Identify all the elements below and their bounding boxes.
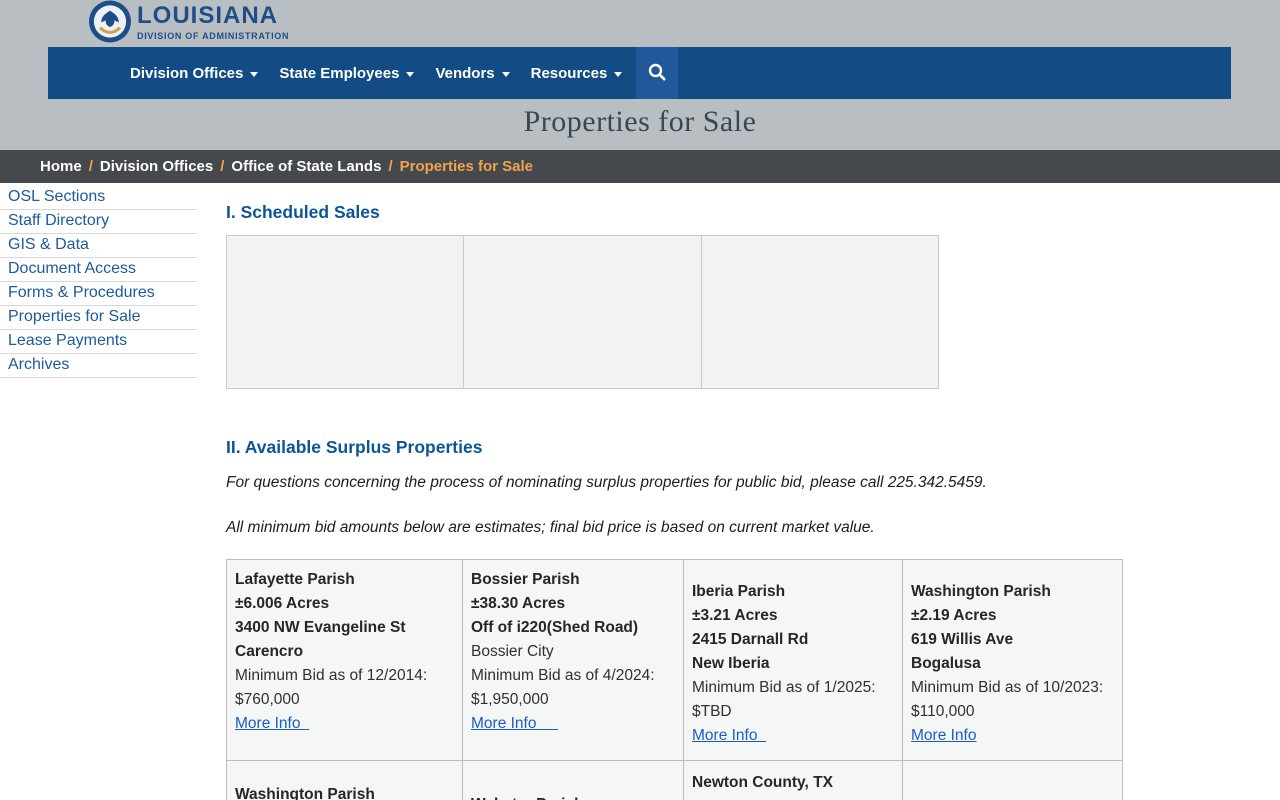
site-header: LOUISIANA DIVISION OF ADMINISTRATION Div… bbox=[0, 0, 1280, 150]
sidebar-item: Document Access bbox=[0, 258, 196, 282]
breadcrumb-separator: / bbox=[220, 158, 225, 175]
surplus-note-estimates: All minimum bid amounts below are estima… bbox=[226, 519, 875, 536]
property-line: $110,000 bbox=[911, 703, 975, 720]
property-cell: Webster Parish bbox=[462, 760, 684, 800]
more-info-link[interactable]: More Info bbox=[692, 727, 767, 744]
louisiana-logo: LOUISIANA DIVISION OF ADMINISTRATION bbox=[88, 0, 289, 44]
main-content: I. Scheduled Sales II. Available Surplus… bbox=[225, 183, 1123, 800]
sidebar-item-document-access[interactable]: Document Access bbox=[8, 260, 137, 277]
page-title: Properties for Sale bbox=[523, 105, 757, 138]
brand-name: LOUISIANA bbox=[137, 1, 278, 29]
property-line: Minimum Bid as of 12/2014: bbox=[235, 667, 428, 684]
sidebar-item-lease-payments[interactable]: Lease Payments bbox=[8, 332, 128, 349]
property-line: Minimum Bid as of 1/2025: bbox=[692, 679, 876, 696]
scheduled-sales-heading: I. Scheduled Sales bbox=[226, 202, 380, 222]
main-navbar: Division Offices State Employees Vendors… bbox=[48, 47, 1231, 99]
property-line: Washington Parish bbox=[235, 786, 375, 800]
property-line: ±3.21 Acres bbox=[692, 607, 778, 624]
property-line: $1,950,000 bbox=[471, 691, 549, 708]
nav-item-label: Vendors bbox=[435, 64, 495, 82]
property-line: Bossier City bbox=[471, 643, 554, 660]
property-line: 2415 Darnall Rd bbox=[692, 631, 809, 648]
sidebar-item-staff-directory[interactable]: Staff Directory bbox=[8, 212, 110, 229]
scheduled-sales-cell bbox=[700, 235, 940, 389]
breadcrumb-current: Properties for Sale bbox=[399, 158, 533, 175]
property-cell: Iberia Parish ±3.21 Acres 2415 Darnall Rd N… bbox=[683, 559, 903, 761]
chevron-down-icon bbox=[406, 71, 415, 77]
sidebar-item-forms-procedures[interactable]: Forms & Procedures bbox=[8, 284, 155, 301]
scheduled-sales-cell bbox=[225, 235, 465, 389]
sidebar-item: OSL Sections bbox=[0, 186, 196, 210]
nav-item-division-offices[interactable]: Division Offices bbox=[130, 64, 259, 82]
breadcrumb-link-home[interactable]: Home bbox=[40, 158, 82, 175]
property-line: Newton County, TX bbox=[692, 774, 833, 791]
content-area: OSL Sections Staff Directory GIS & Data … bbox=[0, 183, 1280, 800]
nav-item-resources[interactable]: Resources bbox=[531, 65, 623, 82]
property-line: New Iberia bbox=[692, 655, 770, 672]
brand-text: LOUISIANA DIVISION OF ADMINISTRATION bbox=[137, 1, 290, 41]
sidebar-item: Properties for Sale bbox=[0, 306, 196, 330]
chevron-down-icon bbox=[250, 71, 259, 77]
property-line: Minimum Bid as of 4/2024: bbox=[471, 667, 655, 684]
sidebar-item: Archives bbox=[0, 354, 196, 378]
property-line: 3400 NW Evangeline St bbox=[235, 619, 406, 636]
more-info-link[interactable]: More Info bbox=[235, 715, 310, 732]
nav-item-label: Division Offices bbox=[130, 64, 244, 82]
property-cell: Washington Parish ±2.19 Acres 619 Willis A… bbox=[902, 559, 1123, 761]
nav-item-state-employees[interactable]: State Employees bbox=[279, 64, 415, 82]
property-line: Off of i220(Shed Road) bbox=[471, 619, 639, 636]
chevron-down-icon bbox=[614, 71, 623, 77]
surplus-properties-heading: II. Available Surplus Properties bbox=[226, 437, 483, 457]
property-line: Bossier Parish bbox=[471, 571, 580, 588]
nav-item-vendors[interactable]: Vendors bbox=[435, 64, 510, 82]
nav-item-label: State Employees bbox=[279, 64, 400, 82]
property-line: Webster Parish bbox=[471, 793, 673, 800]
breadcrumb-link-office-of-state-lands[interactable]: Office of State Lands bbox=[231, 158, 382, 175]
scheduled-sales-cell bbox=[463, 235, 702, 389]
sidebar-item: GIS & Data bbox=[0, 234, 196, 258]
nav-item-label: Resources bbox=[530, 64, 608, 82]
property-line: $TBD bbox=[692, 703, 732, 720]
sidebar-item: Staff Directory bbox=[0, 210, 196, 234]
breadcrumb-separator: / bbox=[388, 158, 393, 175]
chevron-down-icon bbox=[501, 71, 510, 77]
sidebar-item: Lease Payments bbox=[0, 330, 196, 354]
surplus-note-contact: For questions concerning the process of … bbox=[226, 474, 987, 491]
scheduled-sales-table bbox=[225, 235, 940, 389]
property-line: $760,000 bbox=[235, 691, 300, 708]
property-line: Minimum Bid as of 10/2023: bbox=[911, 679, 1104, 696]
property-line: Washington Parish bbox=[911, 583, 1051, 600]
property-line: Bogalusa bbox=[911, 655, 981, 672]
sidebar-item-gis-data[interactable]: GIS & Data bbox=[8, 236, 89, 253]
search-icon bbox=[647, 62, 667, 85]
sidebar-item-osl-sections[interactable]: OSL Sections bbox=[8, 188, 106, 205]
state-seal-icon bbox=[88, 0, 132, 43]
property-cell bbox=[902, 760, 1123, 800]
property-cell: Washington Parish bbox=[226, 760, 463, 800]
breadcrumb-link-division-offices[interactable]: Division Offices bbox=[99, 158, 214, 175]
brand-subtitle: DIVISION OF ADMINISTRATION bbox=[137, 30, 290, 41]
breadcrumb-separator: / bbox=[88, 158, 93, 175]
sidebar-item-archives[interactable]: Archives bbox=[8, 356, 70, 373]
more-info-link[interactable]: More Info bbox=[471, 715, 559, 732]
property-cell: Lafayette Parish ±6.006 Acres 3400 NW Evan… bbox=[226, 559, 463, 761]
sidebar-item: Forms & Procedures bbox=[0, 282, 196, 306]
property-line: ±38.30 Acres bbox=[471, 595, 566, 612]
surplus-properties-table: Lafayette Parish ±6.006 Acres 3400 NW Evan… bbox=[226, 559, 1123, 800]
property-line: ±2.19 Acres bbox=[911, 607, 997, 624]
property-line: ±196 Acres bbox=[692, 795, 892, 800]
property-line: 619 Willis Ave bbox=[911, 631, 1014, 648]
property-line: Lafayette Parish bbox=[235, 571, 355, 588]
property-cell: Newton County, TX ±196 Acres bbox=[683, 760, 903, 800]
sidebar-item-properties-for-sale[interactable]: Properties for Sale bbox=[8, 308, 141, 325]
property-cell: Bossier Parish ±38.30 Acres Off of i220(Sh… bbox=[462, 559, 684, 761]
search-button[interactable] bbox=[636, 47, 679, 99]
property-line: ±6.006 Acres bbox=[235, 595, 330, 612]
more-info-link[interactable]: More Info bbox=[911, 727, 977, 744]
breadcrumb: Home / Division Offices / Office of Stat… bbox=[0, 150, 1280, 183]
property-line: Iberia Parish bbox=[692, 583, 786, 600]
property-line: Carencro bbox=[235, 643, 304, 660]
sidebar: OSL Sections Staff Directory GIS & Data … bbox=[0, 186, 196, 378]
